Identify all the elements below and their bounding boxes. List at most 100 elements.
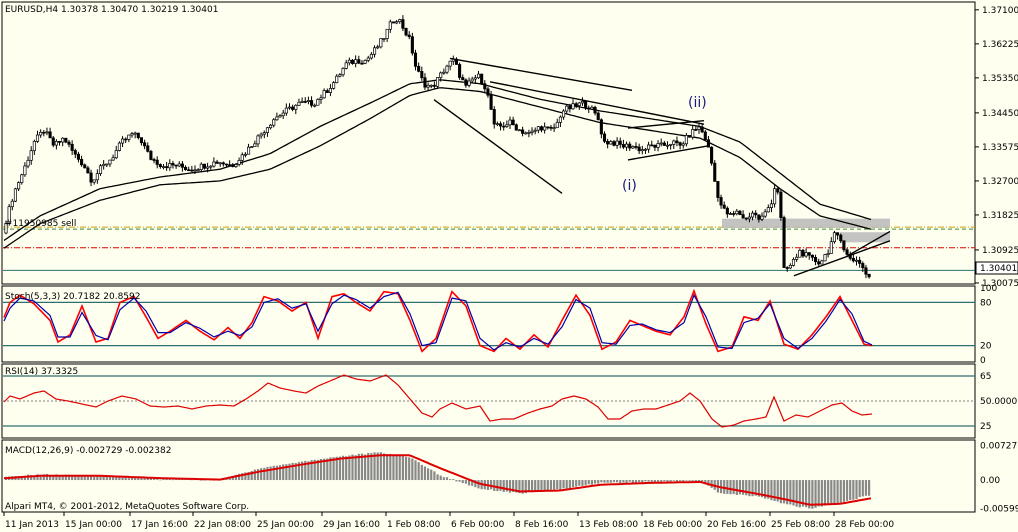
candle [32,139,36,155]
macd-histogram-bar [178,479,181,481]
candle [656,140,660,152]
candle [23,162,27,177]
macd-histogram-bar [471,480,474,486]
trendline-3 [627,119,705,129]
macd-histogram-bar [817,480,820,507]
macd-histogram-bar [669,480,672,482]
candle [773,184,777,208]
candle [369,52,373,60]
candle [747,212,751,223]
macd-histogram-bar [408,457,411,481]
candle [517,129,522,132]
macd-histogram-bar [656,480,660,483]
candle [858,256,862,268]
rsi-panel[interactable] [1,363,976,439]
candle [262,130,266,139]
macd-histogram-bar [508,480,512,493]
candle [413,49,418,71]
macd-histogram-bar [332,457,335,481]
candle [228,160,232,167]
macd-histogram-bar [401,455,404,481]
macd-histogram-bar [779,480,782,504]
macd-histogram-bar [543,480,546,492]
main-panel-header: EURUSD,H4 1.30378 1.30470 1.30219 1.3040… [5,5,218,15]
macd-histogram-bar [518,480,521,494]
macd-histogram-bar [805,480,808,508]
candle [590,105,594,110]
macd-histogram-bar [590,480,593,485]
candle [624,141,629,151]
macd-histogram-bar [455,480,458,482]
candle [448,60,452,71]
candle [120,136,125,148]
macd-histogram-bar [77,475,80,481]
candle [29,146,33,165]
candle [206,162,210,173]
macd-histogram-bar [414,460,417,481]
candle [769,199,774,213]
candle [410,32,414,56]
candle [533,127,537,135]
candle [675,136,679,147]
time-axis: 11 Jan 2013 15 Jan 00:00 17 Jan 16:00 22 Ja… [3,512,894,530]
macd-histogram-bar [52,475,55,481]
candle [788,263,792,270]
stoch-panel[interactable] [1,285,976,363]
macd-histogram-bar [521,480,524,494]
macd-histogram-bar [798,480,801,508]
macd-panel[interactable] [1,439,976,513]
macd-histogram-bar [697,480,701,482]
macd-histogram-bar [316,459,319,481]
macd-histogram-bar [638,480,641,482]
macd-histogram-bar [382,453,386,481]
candle [278,114,282,118]
candle [817,258,821,266]
candle [429,84,433,89]
macd-histogram-bar [530,480,534,493]
candle [111,154,115,161]
candle [710,146,714,166]
candle [499,121,503,131]
candle [678,141,682,150]
candle [73,148,77,159]
macd-histogram-bar [467,480,471,486]
candle [647,141,651,153]
macd-histogram-bar [436,474,439,481]
macd-histogram-bar [786,480,789,505]
macd-histogram-bar [628,480,631,482]
macd-histogram-bar [272,465,275,481]
candle [350,59,355,65]
main-panel[interactable] [1,1,976,285]
candle [253,140,257,148]
candle [20,173,24,185]
trendline-1 [433,99,563,194]
candle [804,248,808,258]
candle [174,164,178,169]
macd-histogram-bar [433,471,436,481]
macd-histogram-bar [247,471,250,481]
macd-histogram-bar [754,480,757,496]
macd-histogram-bar [345,456,348,481]
candle [259,132,263,139]
candle [854,256,859,266]
macd-histogram-bar [540,480,543,492]
copyright-footer: Alpari MT4, © 2001-2012, MetaQuotes Soft… [5,502,249,512]
candle [719,194,723,209]
macd-histogram-bar [253,469,256,481]
macd-histogram-bar [559,480,562,490]
macd-histogram-bar [801,480,805,507]
macd-histogram-bar [171,479,175,481]
candle [489,90,493,110]
macd-histogram-bar [143,478,146,481]
supply-zone-1 [840,232,890,243]
candle [10,198,14,211]
candle [391,21,396,24]
candle [451,55,455,66]
candle [171,160,175,169]
macd-histogram-bar [269,466,272,481]
candle [861,261,865,273]
candle [347,57,351,66]
candle [640,145,644,155]
macd-histogram-bar [165,478,168,481]
